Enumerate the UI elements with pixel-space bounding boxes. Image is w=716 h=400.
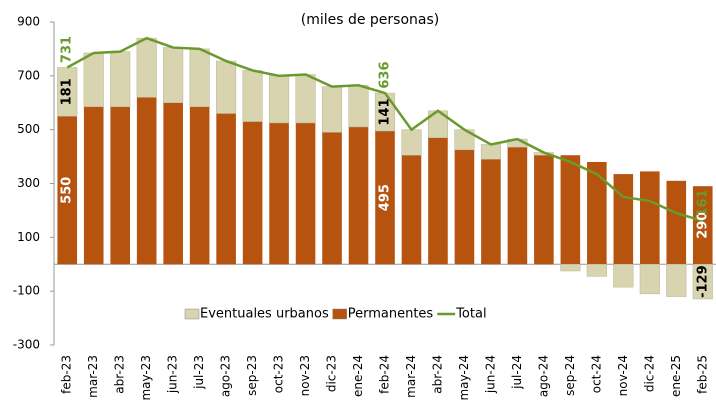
bar-eventuales: [163, 47, 184, 103]
bar-eventuales: [692, 264, 713, 300]
data-label: 731: [60, 36, 75, 63]
bar-permanentes: [587, 161, 607, 265]
x-tick-label: ene-24: [351, 355, 365, 397]
bar-permanentes: [163, 102, 183, 265]
legend-swatch: [184, 308, 200, 320]
x-tick-label: ago-24: [536, 355, 550, 397]
bar-permanentes: [189, 106, 210, 265]
x-tick-label: abr-23: [113, 355, 127, 394]
bar-permanentes: [666, 180, 687, 265]
bar-eventuales: [348, 85, 369, 128]
data-label: 141: [378, 98, 393, 125]
y-tick-label: 700: [17, 68, 40, 82]
bar-permanentes: [322, 132, 342, 265]
data-label: -129: [695, 265, 710, 298]
legend-label: Permanentes: [348, 307, 434, 322]
bar-permanentes: [136, 97, 157, 265]
x-tick-label: jun-23: [166, 355, 180, 394]
legend-label: Total: [455, 307, 486, 322]
bar-permanentes: [83, 106, 104, 265]
bar-eventuales: [110, 51, 131, 108]
data-label: 495: [378, 184, 393, 211]
data-label: 290: [695, 212, 710, 239]
bar-eventuales: [83, 52, 104, 108]
x-tick-label: dic-24: [642, 355, 656, 392]
x-tick-label: may-23: [139, 355, 153, 400]
bar-permanentes: [692, 186, 713, 265]
x-tick-label: jul-23: [192, 355, 206, 390]
bar-permanentes: [375, 131, 395, 265]
bar-eventuales: [242, 70, 263, 122]
bar-eventuales: [560, 264, 581, 272]
data-label: 181: [60, 78, 75, 105]
bar-eventuales: [295, 74, 316, 124]
bar-permanentes: [454, 149, 475, 265]
bar-eventuales: [586, 264, 607, 277]
bar-permanentes: [110, 106, 130, 265]
bar-eventuales: [401, 129, 422, 156]
x-tick-label: may-24: [457, 355, 471, 400]
bar-permanentes: [242, 121, 263, 265]
bar-permanentes: [348, 126, 369, 265]
bar-eventuales: [613, 264, 634, 288]
y-tick-label: 100: [17, 230, 40, 244]
x-tick-label: feb-24: [378, 355, 392, 394]
bar-permanentes: [613, 174, 634, 265]
bar-permanentes: [640, 171, 660, 265]
bar-eventuales: [321, 86, 343, 133]
bar-eventuales: [189, 48, 210, 108]
bar-permanentes: [428, 137, 448, 265]
bar-eventuales: [666, 264, 687, 297]
x-tick-label: jun-24: [483, 355, 497, 394]
bar-eventuales: [480, 144, 501, 160]
x-tick-label: sep-23: [245, 355, 259, 396]
bar-permanentes: [269, 122, 289, 265]
x-tick-label: ago-23: [219, 355, 233, 397]
x-tick-label: oct-23: [272, 355, 286, 393]
chart-title: (miles de personas): [301, 12, 440, 28]
y-tick-label: 300: [17, 176, 40, 190]
y-tick-label: 900: [17, 15, 40, 29]
bar-permanentes: [481, 159, 501, 265]
x-tick-label: oct-24: [589, 355, 603, 393]
bar-eventuales: [639, 264, 660, 295]
bar-permanentes: [534, 155, 554, 265]
y-tick-label: -300: [13, 338, 40, 352]
legend-swatch: [332, 308, 347, 320]
bar-eventuales: [136, 37, 157, 98]
x-tick-label: sep-24: [563, 355, 577, 396]
bar-eventuales: [269, 75, 290, 124]
x-tick-label: jul-24: [510, 355, 524, 390]
bar-permanentes: [295, 122, 316, 265]
x-tick-label: mar-23: [86, 355, 100, 398]
x-tick-label: dic-23: [325, 355, 339, 392]
x-tick-label: abr-24: [430, 355, 444, 394]
data-label: 161: [695, 189, 710, 216]
data-label: 636: [378, 61, 393, 88]
x-tick-label: ene-25: [669, 355, 683, 397]
x-tick-label: nov-23: [298, 355, 312, 396]
total-line: [66, 36, 704, 223]
y-tick-label: 500: [17, 122, 40, 136]
bar-eventuales: [216, 60, 237, 114]
legend-label: Eventuales urbanos: [200, 307, 329, 322]
bar-permanentes: [507, 147, 528, 265]
bar-permanentes: [560, 155, 581, 265]
x-tick-label: mar-24: [404, 355, 418, 398]
bar-permanentes: [57, 116, 78, 265]
data-label: 550: [60, 177, 75, 204]
bar-permanentes: [401, 155, 422, 265]
y-tick-label: -100: [13, 284, 40, 298]
x-tick-label: feb-25: [695, 355, 709, 394]
x-tick-label: nov-24: [616, 355, 630, 396]
x-tick-label: feb-23: [60, 355, 74, 394]
bar-permanentes: [216, 113, 236, 265]
